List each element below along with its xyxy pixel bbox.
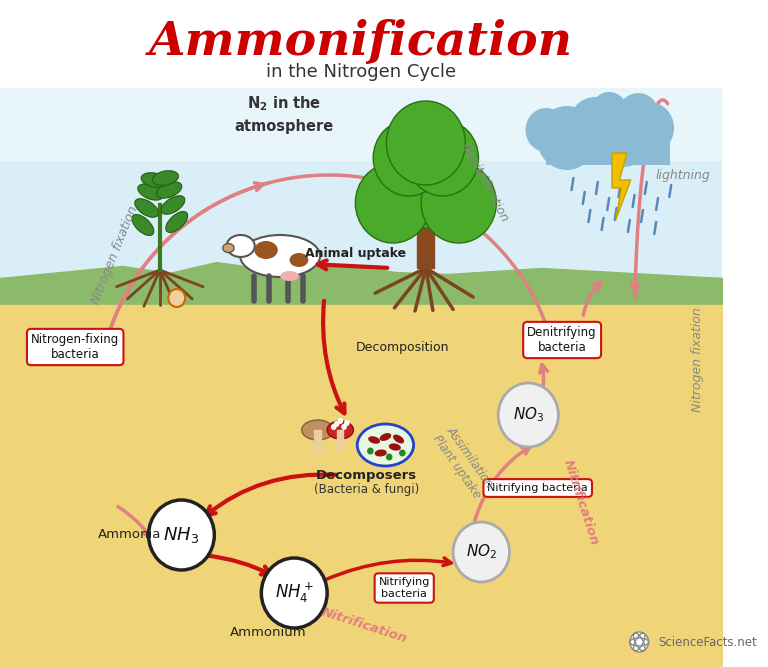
Circle shape bbox=[379, 128, 473, 228]
Text: Decomposition: Decomposition bbox=[356, 342, 449, 354]
Circle shape bbox=[356, 163, 431, 243]
Circle shape bbox=[498, 383, 558, 447]
Circle shape bbox=[630, 632, 649, 652]
Text: Ammonia: Ammonia bbox=[98, 528, 161, 542]
Text: Nitrifying
bacteria: Nitrifying bacteria bbox=[379, 577, 430, 599]
Circle shape bbox=[344, 420, 349, 426]
Circle shape bbox=[407, 120, 478, 196]
Circle shape bbox=[537, 106, 597, 170]
Ellipse shape bbox=[240, 235, 320, 277]
Circle shape bbox=[525, 108, 567, 152]
Ellipse shape bbox=[223, 243, 234, 253]
Circle shape bbox=[569, 97, 621, 153]
Circle shape bbox=[337, 418, 343, 424]
Text: in the Nitrogen Cycle: in the Nitrogen Cycle bbox=[266, 63, 456, 81]
Circle shape bbox=[399, 450, 406, 456]
Circle shape bbox=[334, 421, 339, 427]
Ellipse shape bbox=[157, 182, 182, 198]
Ellipse shape bbox=[393, 435, 404, 444]
Text: Nitrification: Nitrification bbox=[320, 605, 409, 645]
Circle shape bbox=[617, 93, 659, 137]
Text: ScienceFacts.net: ScienceFacts.net bbox=[658, 636, 756, 650]
Circle shape bbox=[625, 102, 674, 154]
Text: Ammonium: Ammonium bbox=[230, 626, 306, 638]
Text: $NH_4^+$: $NH_4^+$ bbox=[275, 581, 313, 605]
Ellipse shape bbox=[302, 420, 334, 440]
Text: Denitrifying
bacteria: Denitrifying bacteria bbox=[528, 326, 597, 354]
Text: Animal uptake: Animal uptake bbox=[305, 247, 406, 259]
Circle shape bbox=[421, 163, 496, 243]
Text: lightning: lightning bbox=[655, 169, 710, 181]
Circle shape bbox=[373, 120, 445, 196]
Ellipse shape bbox=[141, 173, 167, 187]
Polygon shape bbox=[612, 153, 631, 220]
Text: Nitrogen-fixing
bacteria: Nitrogen-fixing bacteria bbox=[31, 333, 119, 361]
FancyBboxPatch shape bbox=[0, 88, 722, 278]
Text: Ammonification: Ammonification bbox=[149, 19, 573, 65]
Ellipse shape bbox=[327, 421, 353, 439]
Circle shape bbox=[453, 522, 509, 582]
Circle shape bbox=[148, 500, 214, 570]
Text: $\mathbf{N_2}$ in the
atmosphere: $\mathbf{N_2}$ in the atmosphere bbox=[234, 94, 333, 134]
Ellipse shape bbox=[290, 253, 308, 267]
Text: $NO_2$: $NO_2$ bbox=[465, 543, 497, 562]
Text: Denitrification: Denitrification bbox=[458, 140, 511, 224]
Ellipse shape bbox=[166, 211, 187, 233]
Ellipse shape bbox=[137, 184, 163, 200]
Ellipse shape bbox=[280, 271, 299, 281]
Ellipse shape bbox=[357, 424, 414, 466]
Text: Nitrifying bacteria: Nitrifying bacteria bbox=[488, 483, 588, 493]
Circle shape bbox=[331, 424, 336, 430]
Ellipse shape bbox=[375, 450, 387, 456]
Text: $NO_3$: $NO_3$ bbox=[513, 406, 544, 424]
Ellipse shape bbox=[368, 436, 380, 444]
Text: Decomposers: Decomposers bbox=[316, 468, 417, 482]
Circle shape bbox=[261, 558, 327, 628]
Text: Assimilation
Plant uptake: Assimilation Plant uptake bbox=[430, 424, 497, 501]
Text: Nitrogen fixation: Nitrogen fixation bbox=[89, 204, 141, 306]
Text: (Bacteria & fungi): (Bacteria & fungi) bbox=[314, 484, 419, 496]
Circle shape bbox=[341, 424, 347, 430]
Ellipse shape bbox=[132, 215, 154, 235]
Ellipse shape bbox=[389, 444, 401, 451]
Text: $NH_3$: $NH_3$ bbox=[164, 525, 200, 545]
FancyBboxPatch shape bbox=[546, 125, 670, 165]
Ellipse shape bbox=[161, 195, 185, 214]
Circle shape bbox=[386, 454, 392, 460]
Circle shape bbox=[168, 289, 185, 307]
Ellipse shape bbox=[227, 235, 255, 257]
Ellipse shape bbox=[379, 433, 391, 441]
Ellipse shape bbox=[134, 199, 158, 217]
Circle shape bbox=[593, 103, 654, 167]
Ellipse shape bbox=[152, 171, 178, 185]
Circle shape bbox=[367, 448, 374, 454]
Circle shape bbox=[386, 101, 465, 185]
Text: Nitrogen fixation: Nitrogen fixation bbox=[691, 307, 704, 412]
Circle shape bbox=[591, 92, 628, 132]
Text: Nitrification: Nitrification bbox=[561, 458, 601, 546]
Ellipse shape bbox=[254, 241, 278, 259]
